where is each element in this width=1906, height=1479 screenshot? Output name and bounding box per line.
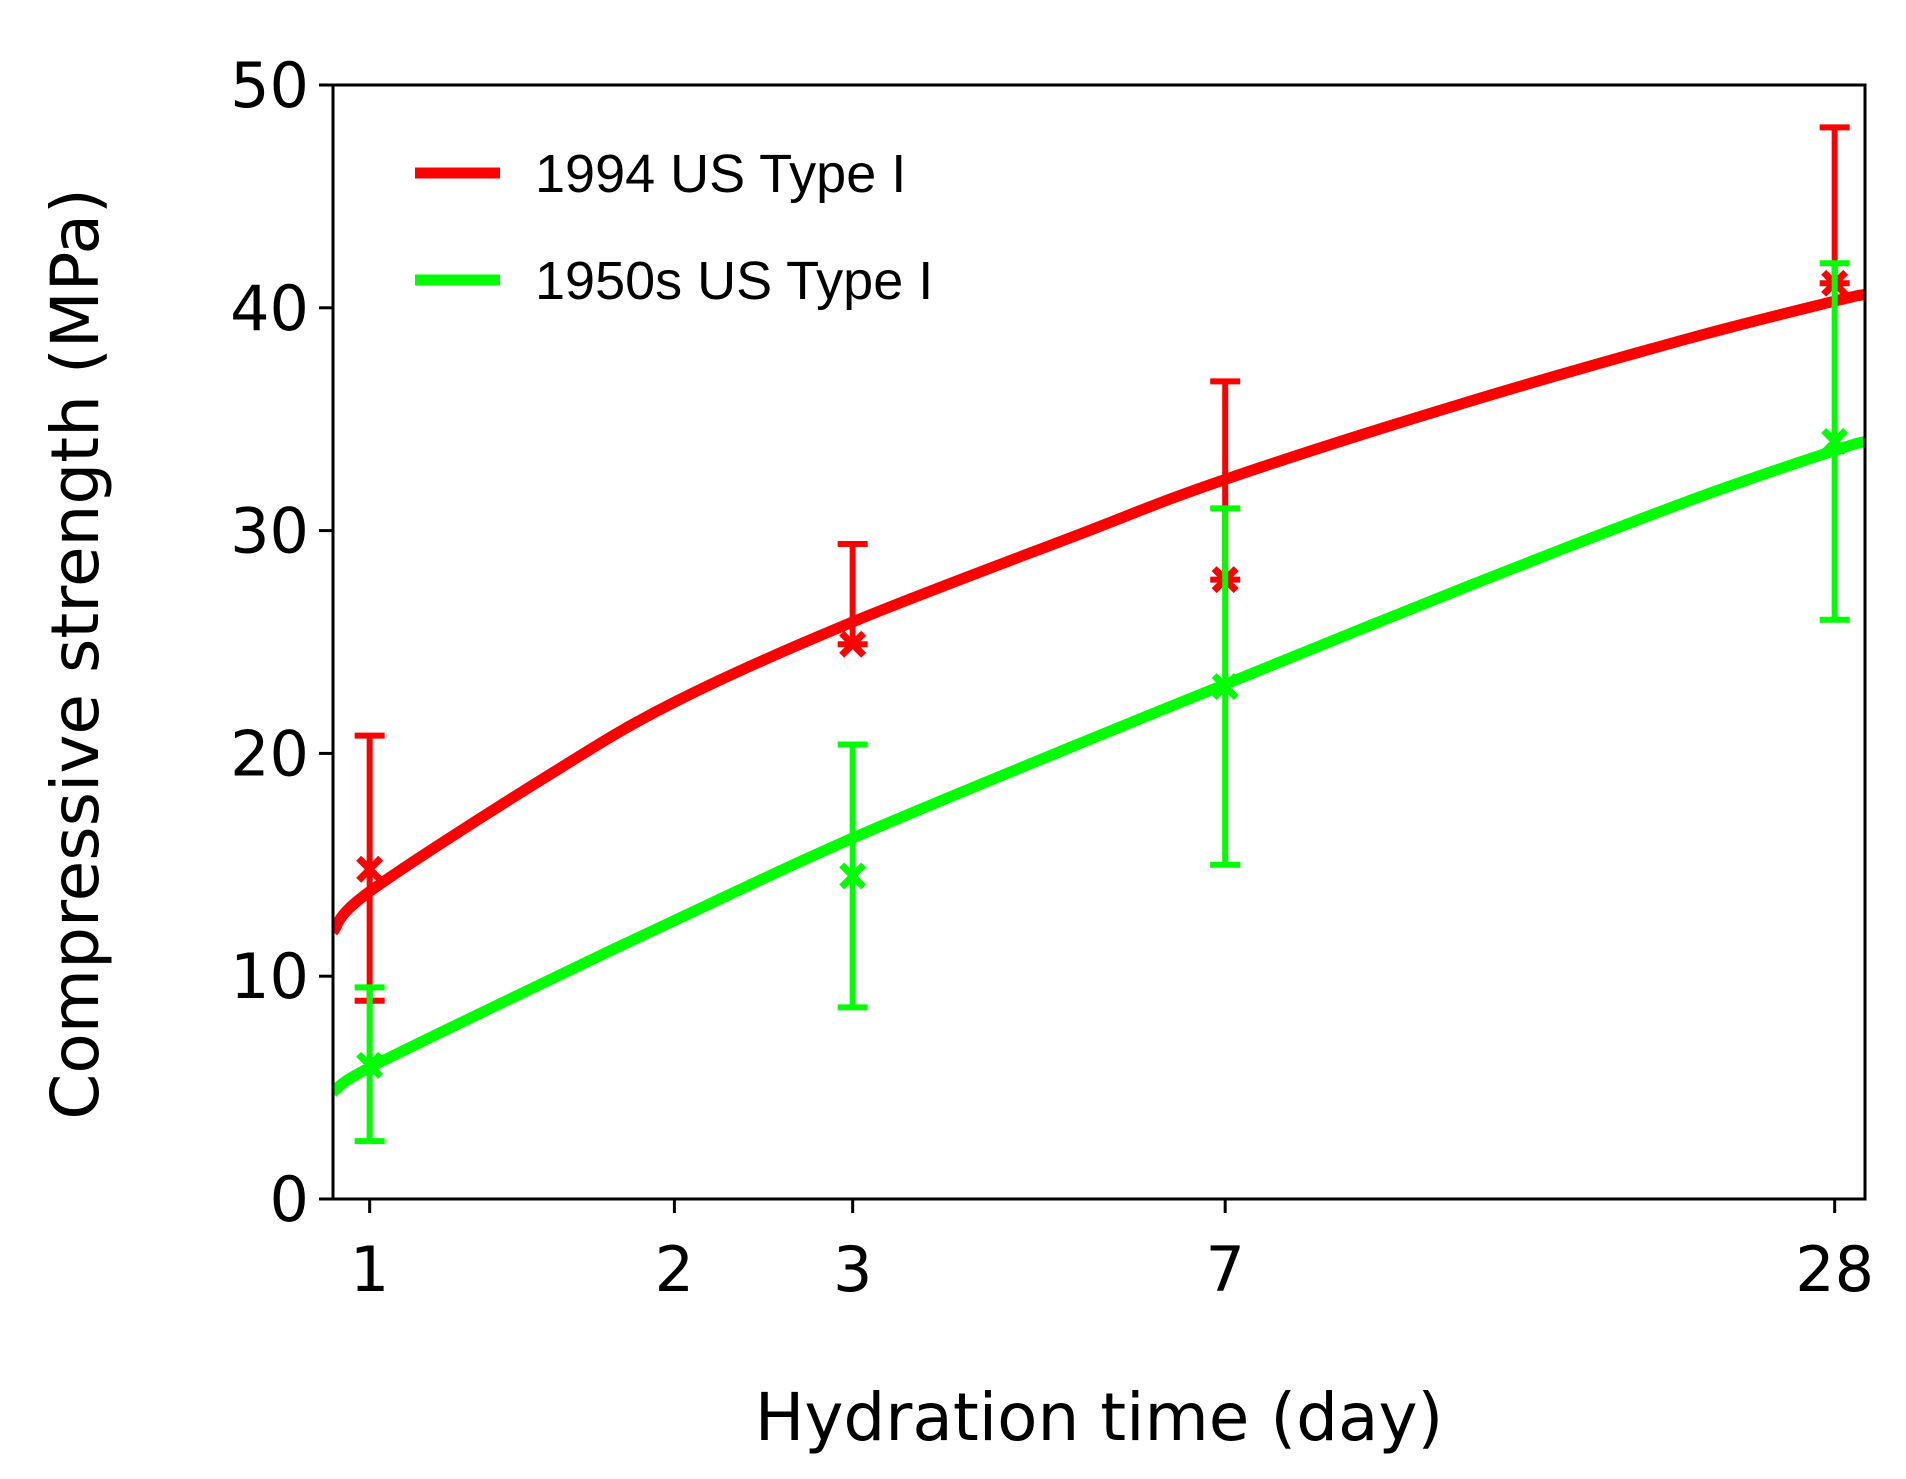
series-1-error-bar-0 [354, 984, 385, 1145]
x-tick-label-7: 7 [1205, 1233, 1244, 1306]
axes-layer: 0 10 20 30 40 50 1 2 3 7 28 [230, 49, 1874, 1306]
plot-frame [331, 83, 1867, 1201]
data-point-marker [839, 862, 867, 890]
x-tick-label-1: 1 [350, 1233, 389, 1306]
y-tick-label-20: 20 [230, 717, 309, 790]
x-tick-label-2: 2 [655, 1233, 694, 1306]
x-tick-label-3: 3 [833, 1233, 872, 1306]
data-point-marker [356, 855, 384, 883]
legend: 1994 US Type I 1950s US Type I [415, 144, 933, 311]
series-0-fit-line [333, 289, 1865, 936]
y-tick-label-40: 40 [230, 272, 309, 345]
data-point-marker [1821, 428, 1849, 455]
y-tick-label-30: 30 [230, 495, 309, 568]
y-axis-title: Compressive strength (MPa) [37, 188, 114, 1119]
legend-label: 1950s US Type I [535, 251, 933, 311]
legend-item-0: 1994 US Type I [415, 144, 906, 204]
y-tick-label-10: 10 [230, 940, 309, 1013]
series-layer [333, 124, 1865, 1145]
y-tick-label-50: 50 [230, 49, 309, 122]
series-1-error-bar-2 [1210, 505, 1241, 868]
data-point-marker [1211, 673, 1239, 701]
y-tick-label-0: 0 [270, 1163, 309, 1236]
series-1-error-bar-3 [1819, 260, 1850, 623]
data-point-marker [839, 630, 867, 658]
legend-item-1: 1950s US Type I [415, 251, 933, 311]
series-1-fit-line [333, 436, 1865, 1097]
series-1-error-bar-1 [837, 741, 868, 1011]
x-tick-label-28: 28 [1795, 1233, 1874, 1306]
series-0-error-bar-1 [837, 540, 868, 658]
data-point-marker [356, 1051, 384, 1079]
x-axis-title: Hydration time (day) [755, 1379, 1444, 1456]
legend-label: 1994 US Type I [535, 144, 906, 204]
